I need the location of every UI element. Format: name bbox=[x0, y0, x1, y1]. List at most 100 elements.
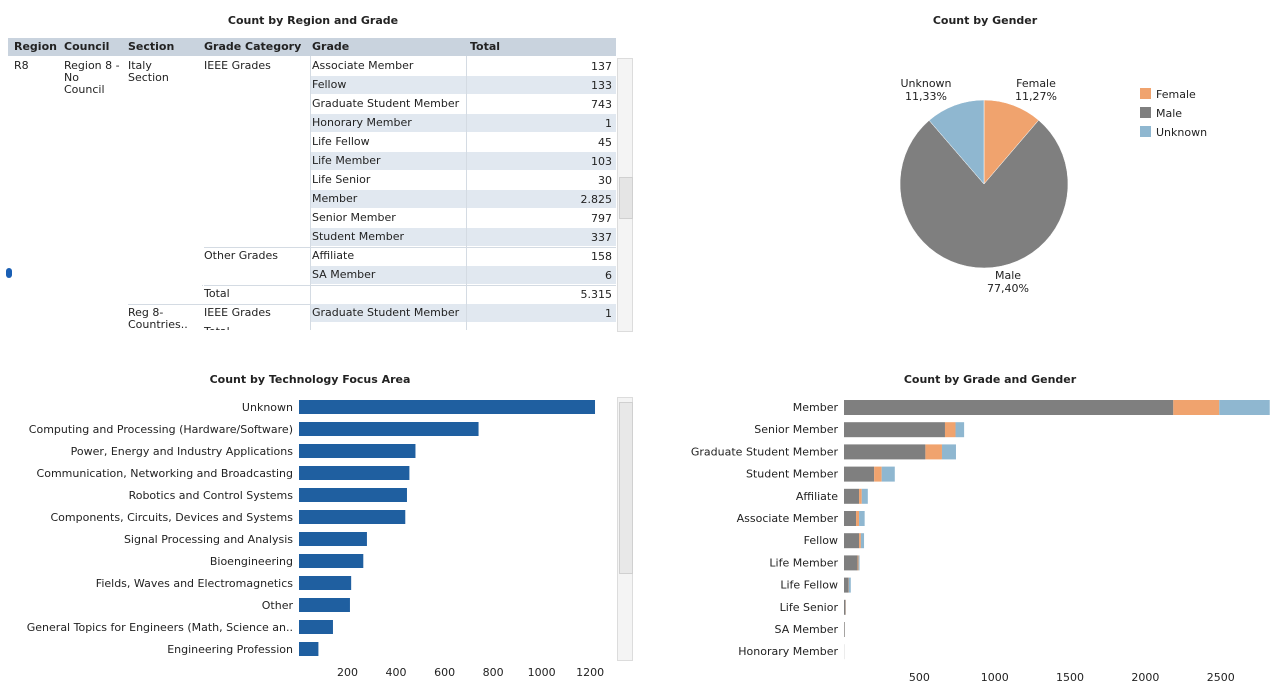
grade-bar-segment-unknown bbox=[941, 444, 956, 460]
grade-bar-segment-male bbox=[844, 400, 1174, 415]
tech-bar bbox=[299, 554, 364, 568]
cell-grade[interactable]: Honorary Member bbox=[312, 116, 412, 129]
tech-x-tick-label: 1000 bbox=[528, 666, 556, 679]
grade-category-label: Honorary Member bbox=[738, 645, 838, 658]
grade-bar-segment-male bbox=[844, 422, 945, 438]
cell-section: Italy Section bbox=[128, 59, 169, 84]
tech-category-label: Bioengineering bbox=[210, 555, 293, 568]
grade-bar-segment-male bbox=[844, 511, 857, 526]
cell-grade[interactable]: Graduate Student Member bbox=[312, 97, 460, 110]
grade-bar-segment-unknown bbox=[860, 533, 865, 549]
cell-grade[interactable]: Affiliate bbox=[312, 249, 355, 262]
cell-total[interactable]: 743 bbox=[591, 98, 612, 111]
legend-label-female: Female bbox=[1156, 88, 1196, 101]
tech-chart-scrollbar[interactable] bbox=[617, 397, 633, 661]
tech-bar bbox=[299, 620, 333, 634]
cell-grade[interactable]: Life Member bbox=[312, 154, 381, 167]
cell-grand-total: 5.315 bbox=[580, 288, 613, 301]
header-section[interactable]: Section bbox=[128, 40, 175, 53]
table-scroll-thumb[interactable] bbox=[619, 177, 633, 219]
table-scrollbar[interactable] bbox=[617, 58, 633, 332]
grade-bar-segment-male bbox=[844, 599, 846, 615]
grade-bar-segment-male bbox=[844, 533, 860, 549]
tech-category-label: Other bbox=[262, 599, 294, 612]
cell-total[interactable]: 133 bbox=[591, 79, 612, 92]
grade-category-label: Life Member bbox=[769, 556, 838, 569]
tech-scroll-thumb[interactable] bbox=[619, 402, 633, 574]
pie-slice-unknown bbox=[928, 99, 985, 185]
tech-category-label: Signal Processing and Analysis bbox=[124, 533, 293, 546]
total-divider bbox=[204, 285, 616, 286]
tech-bar bbox=[299, 576, 352, 590]
grade-bar-segment-unknown bbox=[861, 488, 868, 504]
cell-grade[interactable]: Senior Member bbox=[312, 211, 396, 224]
grade-bar-segment-female bbox=[874, 466, 882, 482]
cell-grade-category: IEEE Grades bbox=[204, 59, 271, 72]
header-grade[interactable]: Grade bbox=[312, 40, 350, 53]
grade-bar-segment-male bbox=[844, 444, 926, 460]
pie-label-percent-male: 77,40% bbox=[987, 282, 1029, 295]
cell-total[interactable]: 1 bbox=[605, 117, 612, 130]
cell-total[interactable]: 30 bbox=[598, 174, 612, 187]
grid-line bbox=[310, 56, 311, 330]
cell-total[interactable]: 103 bbox=[591, 155, 612, 168]
cell-grade[interactable]: Life Senior bbox=[312, 173, 371, 186]
cell-next-grade[interactable]: Graduate Student Member bbox=[312, 306, 460, 319]
grade-bar-segment-unknown bbox=[848, 577, 851, 593]
cell-next-total[interactable]: 1 bbox=[605, 307, 612, 320]
cell-total[interactable]: 2.825 bbox=[580, 193, 613, 206]
tech-category-label: Power, Energy and Industry Applications bbox=[71, 445, 294, 458]
grade-bar-segment-male bbox=[844, 577, 849, 593]
grade-bar-segment-male bbox=[844, 488, 860, 504]
grade-category-label: Affiliate bbox=[796, 490, 838, 503]
cell-grade[interactable]: SA Member bbox=[312, 268, 376, 281]
cell-next-total-label: Total bbox=[204, 326, 230, 331]
header-region[interactable]: Region bbox=[14, 40, 57, 53]
header-council[interactable]: Council bbox=[64, 40, 110, 53]
grade-category-label: Life Senior bbox=[780, 601, 839, 614]
cell-council: Region 8 - No Council bbox=[64, 59, 120, 96]
grade-bar-segment-male bbox=[844, 622, 845, 637]
cell-grade[interactable]: Associate Member bbox=[312, 59, 414, 72]
grade-bar-segment-unknown bbox=[859, 511, 865, 526]
table-header-row bbox=[8, 38, 616, 56]
cell-grade[interactable]: Fellow bbox=[312, 78, 347, 91]
grade-category-label: Member bbox=[793, 401, 839, 414]
row-alt-bg bbox=[311, 76, 616, 94]
cell-grade[interactable]: Student Member bbox=[312, 230, 405, 243]
grade-bar-segment-female bbox=[925, 444, 942, 460]
grid-line bbox=[466, 56, 467, 330]
cell-grade[interactable]: Member bbox=[312, 192, 358, 205]
pie-label-percent-unknown: 11,33% bbox=[905, 90, 947, 103]
group-divider bbox=[204, 247, 616, 248]
tech-x-tick-label: 400 bbox=[386, 666, 407, 679]
cell-total[interactable]: 6 bbox=[605, 269, 612, 282]
grade-x-tick-label: 1000 bbox=[981, 671, 1009, 684]
tech-category-label: Unknown bbox=[242, 401, 293, 414]
row-alt-bg bbox=[311, 228, 616, 246]
pie-slice-male bbox=[899, 119, 1069, 269]
row-alt-bg bbox=[311, 304, 616, 322]
tech-bar bbox=[299, 598, 350, 612]
edge-handle[interactable] bbox=[6, 268, 12, 278]
row-alt-bg bbox=[311, 190, 616, 208]
grade-bar-segment-male bbox=[844, 466, 875, 482]
header-total[interactable]: Total bbox=[470, 40, 501, 53]
cell-total[interactable]: 45 bbox=[598, 136, 612, 149]
grade-category-label: SA Member bbox=[775, 623, 839, 636]
tech-x-tick-label: 800 bbox=[483, 666, 504, 679]
cell-total[interactable]: 158 bbox=[591, 250, 612, 263]
cell-total[interactable]: 337 bbox=[591, 231, 612, 244]
cell-total[interactable]: 137 bbox=[591, 60, 612, 73]
tech-bar bbox=[299, 422, 479, 436]
grade-category-label: Student Member bbox=[746, 468, 839, 481]
tech-category-label: Engineering Profession bbox=[167, 643, 293, 656]
row-alt-bg bbox=[311, 114, 616, 132]
grade-category-label: Life Fellow bbox=[780, 579, 838, 592]
cell-grade[interactable]: Life Fellow bbox=[312, 135, 370, 148]
header-grade-category[interactable]: Grade Category bbox=[204, 40, 302, 53]
tech-x-tick-label: 200 bbox=[337, 666, 358, 679]
cell-total[interactable]: 797 bbox=[591, 212, 612, 225]
grade-category-label: Senior Member bbox=[754, 423, 838, 436]
